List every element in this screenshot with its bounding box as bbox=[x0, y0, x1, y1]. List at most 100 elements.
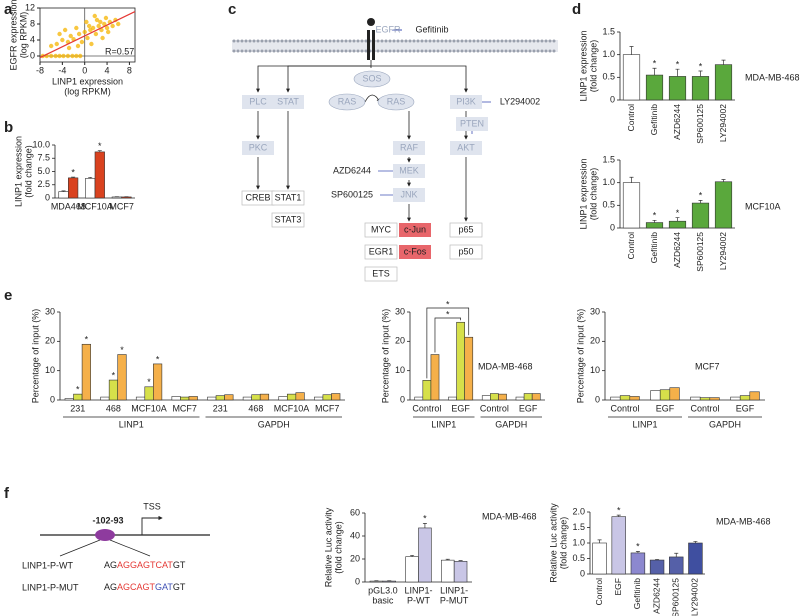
significance: * bbox=[617, 505, 621, 515]
lipid bbox=[272, 49, 276, 53]
lipid bbox=[500, 49, 504, 53]
significance: * bbox=[446, 309, 450, 319]
y-tick-label: 60 bbox=[350, 507, 360, 517]
y-axis-label: LINP1 expression bbox=[13, 136, 23, 207]
point bbox=[105, 29, 111, 35]
annotation: MCF7 bbox=[695, 361, 720, 371]
y-tick-label: 0.5 bbox=[602, 72, 615, 82]
lipid bbox=[340, 39, 344, 43]
lipid bbox=[328, 49, 332, 53]
point bbox=[48, 43, 54, 49]
lipid bbox=[432, 49, 436, 53]
significance: * bbox=[699, 61, 703, 71]
node-box bbox=[364, 266, 398, 282]
annotation: MDA-MB-468 bbox=[482, 511, 537, 521]
point bbox=[82, 29, 87, 35]
x-tick-label: 231 bbox=[213, 403, 228, 413]
lipid bbox=[420, 39, 424, 43]
y-tick-label: 10 bbox=[45, 365, 55, 375]
bar bbox=[691, 76, 710, 101]
lipid bbox=[364, 49, 368, 53]
node-box bbox=[271, 190, 305, 206]
node-label: EGR1 bbox=[369, 246, 394, 256]
bar bbox=[592, 542, 607, 575]
bar bbox=[645, 222, 664, 229]
site-label: -102-93 bbox=[92, 515, 123, 525]
y-tick-label: 2.5 bbox=[37, 179, 50, 189]
lipid bbox=[232, 39, 236, 43]
x-tick-label: 468 bbox=[106, 403, 121, 413]
plot-frame bbox=[39, 7, 136, 63]
lipid bbox=[284, 39, 288, 43]
lipid bbox=[388, 49, 392, 53]
point bbox=[78, 53, 83, 59]
node-label: c-Fos bbox=[404, 246, 427, 256]
node-label: PLC bbox=[249, 96, 267, 106]
lipid bbox=[360, 49, 364, 53]
x-tick-label: MCF10A bbox=[77, 201, 113, 211]
sequence-part: AGCAGT bbox=[117, 582, 156, 592]
bar bbox=[314, 396, 324, 401]
lipid bbox=[240, 49, 244, 53]
error-bar bbox=[458, 560, 463, 562]
x-tick-label: Gefitinib bbox=[632, 578, 642, 609]
error-bar bbox=[674, 552, 679, 557]
y-tick-label: 0 bbox=[355, 576, 360, 586]
error-bar bbox=[97, 150, 102, 152]
bar bbox=[668, 220, 687, 229]
lipid bbox=[456, 49, 460, 53]
lipid bbox=[444, 49, 448, 53]
lipid bbox=[412, 39, 416, 43]
point bbox=[98, 19, 103, 25]
lipid bbox=[316, 49, 320, 53]
sequence-part: AGGAGTCAT bbox=[117, 560, 173, 570]
x-tick-label: -8 bbox=[36, 65, 44, 75]
lipid bbox=[268, 49, 272, 53]
x-tick-label: LINP1- bbox=[404, 585, 432, 595]
lipid bbox=[392, 39, 396, 43]
construct-name: LINP1-P-WT bbox=[22, 560, 74, 570]
error-bar bbox=[629, 176, 634, 183]
point bbox=[68, 33, 73, 39]
y-tick-label: 20 bbox=[350, 553, 360, 563]
point bbox=[53, 53, 58, 59]
lipid bbox=[328, 39, 332, 43]
lipid bbox=[456, 39, 460, 43]
lipid bbox=[392, 49, 396, 53]
lipid bbox=[420, 49, 424, 53]
lipid bbox=[448, 39, 452, 43]
bar bbox=[523, 393, 533, 401]
bar bbox=[171, 396, 181, 401]
y-axis-label: LINP1 expression bbox=[578, 158, 588, 229]
lipid bbox=[308, 49, 312, 53]
lipid bbox=[388, 39, 392, 43]
y-tick-label: 0 bbox=[610, 94, 615, 104]
lipid bbox=[348, 49, 352, 53]
lipid bbox=[304, 49, 308, 53]
x-tick-label: MCF10A bbox=[274, 403, 310, 413]
lipid bbox=[344, 39, 348, 43]
bar bbox=[73, 393, 83, 401]
x-tick-label: Control bbox=[626, 232, 636, 260]
y-axis-label: Percentage of input (%) bbox=[380, 309, 390, 404]
node-box bbox=[364, 244, 398, 260]
annotation: R=0.57 bbox=[105, 46, 134, 56]
bar bbox=[135, 396, 146, 401]
bar bbox=[730, 396, 741, 401]
lipid bbox=[532, 49, 536, 53]
annotation: MDA-MB-468 bbox=[478, 361, 533, 371]
y-tick-label: 1.0 bbox=[602, 49, 615, 59]
significance: * bbox=[423, 514, 427, 524]
node-ellipse bbox=[353, 70, 391, 88]
sequence-part: AG bbox=[104, 560, 117, 570]
bar bbox=[331, 393, 341, 401]
lipid bbox=[468, 39, 472, 43]
bar bbox=[709, 397, 720, 401]
lipid bbox=[476, 39, 480, 43]
bar bbox=[464, 336, 474, 401]
lipid bbox=[520, 39, 524, 43]
lipid bbox=[464, 39, 468, 43]
arrow bbox=[286, 65, 371, 93]
lipid bbox=[292, 49, 296, 53]
lipid bbox=[504, 39, 508, 43]
